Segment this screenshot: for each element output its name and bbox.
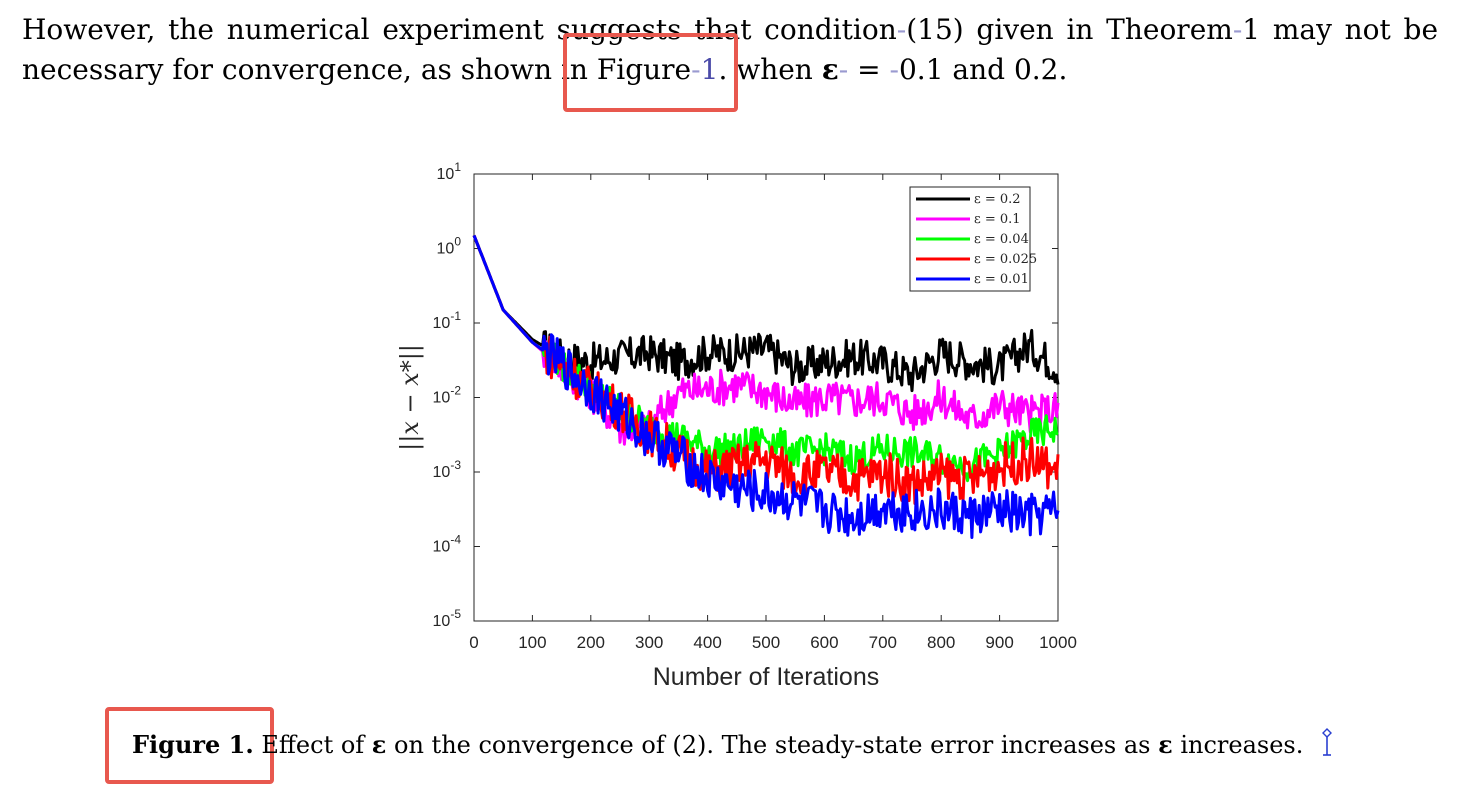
legend-label: ε = 0.2 [974, 192, 1021, 207]
text-cursor-icon [1322, 728, 1332, 756]
caption-label: Figure 1. [132, 730, 254, 759]
y-tick-label: 10-2 [433, 384, 462, 407]
figure-reference-link[interactable]: 1 [700, 53, 719, 86]
y-tick-label: 10-3 [433, 458, 462, 481]
legend-label: ε = 0.01 [974, 272, 1029, 287]
legend-label: ε = 0.1 [974, 212, 1021, 227]
y-tick-label: 101 [437, 160, 462, 183]
x-tick-label: 900 [985, 633, 1013, 652]
paragraph-text: and [943, 53, 1014, 86]
x-tick-label: 200 [577, 633, 605, 652]
figure-caption: Figure 1. Effect of ε on the convergence… [132, 728, 1303, 762]
highlight-box-reference [563, 33, 738, 112]
epsilon-symbol: ε [1158, 730, 1173, 759]
caption-text: (2). The steady-state error increases as [672, 731, 1159, 759]
paragraph-text: However, the numerical experiment sugges… [22, 13, 897, 46]
highlight-box-caption [105, 707, 274, 784]
x-tick-label: 800 [927, 633, 955, 652]
x-tick-label: 100 [518, 633, 546, 652]
paragraph-text: 0.2. [1013, 53, 1068, 86]
x-tick-label: 1000 [1039, 633, 1077, 652]
y-tick-label: 10-5 [433, 607, 462, 630]
body-paragraph: However, the numerical experiment sugges… [22, 13, 1439, 86]
legend-label: ε = 0.04 [974, 232, 1029, 247]
epsilon-symbol: ε [371, 730, 387, 759]
x-tick-label: 0 [469, 633, 478, 652]
x-tick-label: 600 [810, 633, 838, 652]
x-tick-label: 400 [693, 633, 721, 652]
x-tick-label: 300 [635, 633, 663, 652]
x-axis-label: Number of Iterations [653, 663, 880, 691]
paragraph-text: 1 may not be necessary for convergence, … [22, 13, 1439, 86]
x-tick-label: 700 [869, 633, 897, 652]
epsilon-symbol: ε [821, 53, 839, 86]
y-tick-label: 10-4 [433, 533, 462, 556]
legend-label: ε = 0.025 [974, 252, 1037, 267]
paragraph-text: = [848, 53, 890, 86]
caption-text: on the convergence of [386, 731, 673, 759]
paragraph-text: (15) given in Theorem [906, 13, 1233, 46]
y-tick-label: 100 [437, 235, 462, 258]
y-axis-label: ||x − x*|| [396, 344, 425, 451]
series-line [472, 234, 1060, 539]
paragraph-text: 0.1 [898, 53, 944, 86]
x-tick-label: 500 [752, 633, 780, 652]
y-tick-label: 10-1 [433, 309, 462, 332]
caption-text: Effect of [253, 731, 372, 759]
caption-text: increases. [1172, 731, 1304, 759]
